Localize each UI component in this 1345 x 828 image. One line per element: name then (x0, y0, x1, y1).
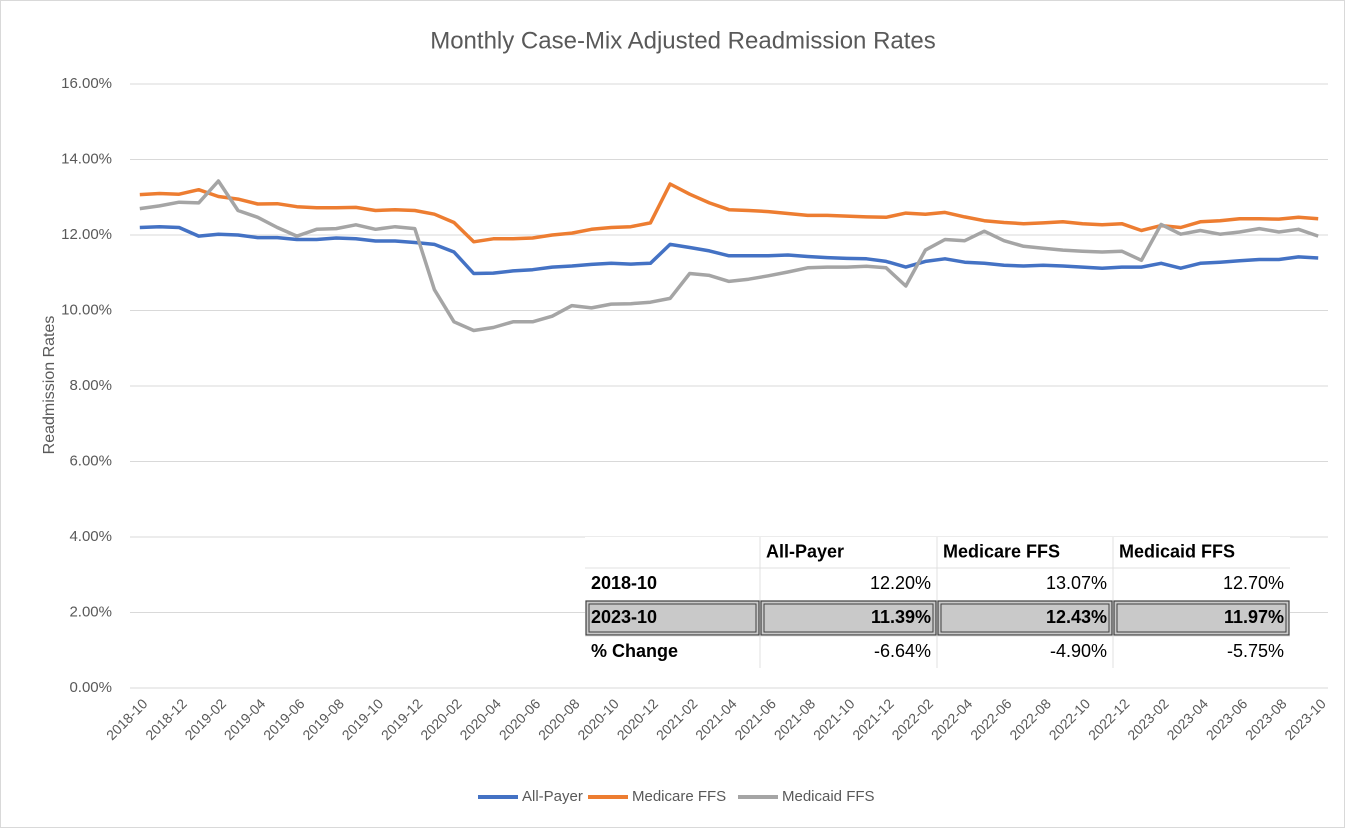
y-tick-label: 0.00% (69, 679, 112, 696)
table-cell: -6.64% (874, 641, 931, 661)
table-cell: 12.70% (1223, 573, 1284, 593)
table-header: Medicaid FFS (1119, 541, 1235, 561)
legend-label: Medicaid FFS (782, 788, 875, 805)
table-row-label: 2018-10 (591, 573, 657, 593)
table-cell-border (940, 603, 1110, 633)
table-cell-border (588, 603, 757, 633)
data-table: All-Payer Medicare FFS Medicaid FFS 2018-10… (585, 537, 1290, 668)
legend-label: Medicare FFS (632, 788, 726, 805)
table-cell: -4.90% (1050, 641, 1107, 661)
chart-title: Monthly Case-Mix Adjusted Readmission Ra… (430, 27, 936, 54)
y-tick-label: 8.00% (69, 377, 112, 394)
table-cell: 13.07% (1046, 573, 1107, 593)
table-cell-highlight (1113, 600, 1290, 636)
table-header: All-Payer (766, 541, 844, 561)
table-cell: 12.20% (870, 573, 931, 593)
y-tick-label: 14.00% (61, 150, 112, 167)
table-cell: 11.97% (1224, 607, 1284, 627)
table-cell-border (763, 603, 934, 633)
table-cell: -5.75% (1227, 641, 1284, 661)
table-row-label: 2023-10 (591, 607, 657, 627)
y-tick-label: 2.00% (69, 603, 112, 620)
series-line (139, 224, 1319, 276)
y-axis-title: Readmission Rates (41, 316, 58, 455)
y-tick-label: 16.00% (61, 75, 112, 92)
y-tick-label: 12.00% (61, 226, 112, 243)
table-cell: 11.39% (871, 607, 931, 627)
table-cell-border (1116, 603, 1287, 633)
series-line (139, 182, 1319, 244)
table-cell-highlight (937, 600, 1113, 636)
table-cell: 12.43% (1046, 607, 1107, 627)
table-header: Medicare FFS (943, 541, 1060, 561)
y-tick-label: 4.00% (69, 528, 112, 545)
y-tick-label: 10.00% (61, 301, 112, 318)
y-tick-label: 6.00% (69, 452, 112, 469)
legend-label: All-Payer (522, 788, 583, 805)
series-line (139, 179, 1319, 333)
table-cell-highlight (585, 600, 760, 636)
table-cell-highlight (760, 600, 937, 636)
table-row-label: % Change (591, 641, 678, 661)
